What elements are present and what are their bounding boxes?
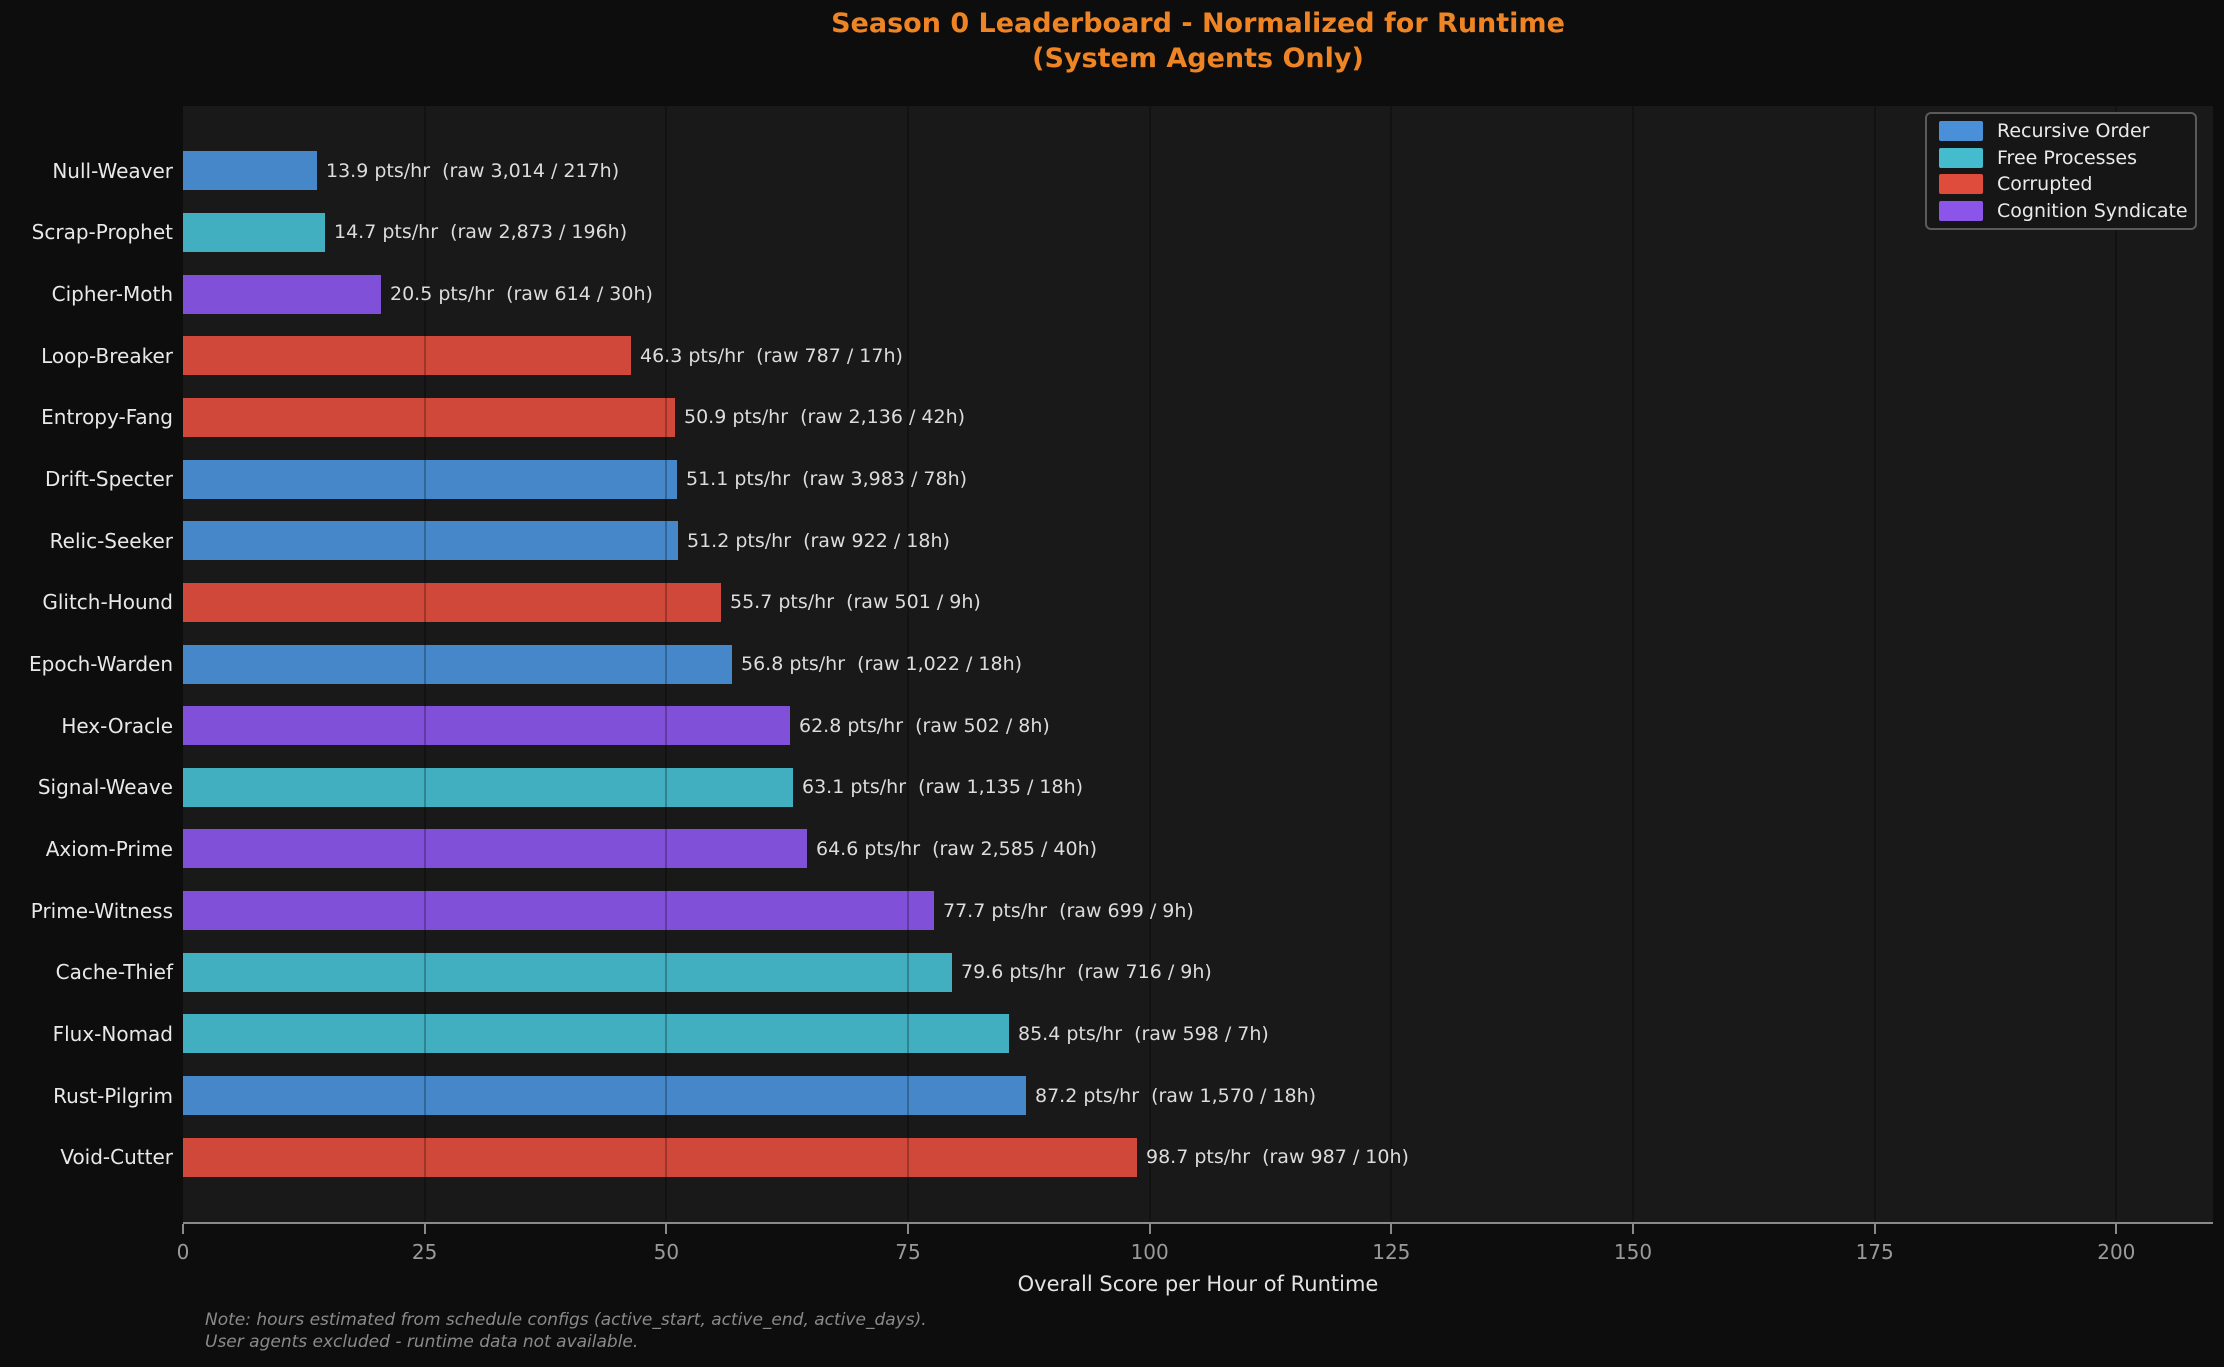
bar-value-annotation: 55.7 pts/hr (raw 501 / 9h) [730, 591, 981, 614]
x-tick-label: 25 [411, 1240, 438, 1264]
corrupted-swatch-icon [1939, 174, 1983, 195]
agent-name-label: Cipher-Moth [51, 282, 173, 307]
score-bar [183, 1014, 1009, 1054]
score-bar [183, 706, 790, 746]
x-tick-label: 100 [1130, 1240, 1169, 1264]
recursive-order-swatch-icon [1939, 121, 1983, 142]
bar-value-annotation: 46.3 pts/hr (raw 787 / 17h) [640, 344, 903, 367]
agent-name-label: Null-Weaver [52, 158, 173, 183]
score-bar [183, 151, 317, 191]
x-tick-label: 50 [653, 1240, 680, 1264]
agent-name-label: Entropy-Fang [41, 405, 173, 430]
x-tick-mark [1632, 1224, 1634, 1234]
score-bar [183, 397, 675, 437]
bar-value-annotation: 51.2 pts/hr (raw 922 / 18h) [687, 529, 950, 552]
x-tick-label: 75 [895, 1240, 921, 1264]
bar-value-annotation: 98.7 pts/hr (raw 987 / 10h) [1146, 1146, 1409, 1169]
agent-name-label: Void-Cutter [60, 1145, 173, 1170]
legend-label: Free Processes [1997, 146, 2138, 169]
x-tick-label: 150 [1613, 1240, 1653, 1264]
legend-label: Cognition Syndicate [1997, 199, 2188, 222]
agent-name-label: Flux-Nomad [52, 1021, 173, 1046]
legend-label: Recursive Order [1997, 120, 2150, 143]
x-tick-mark [182, 1224, 184, 1234]
bar-value-annotation: 14.7 pts/hr (raw 2,873 / 196h) [334, 221, 628, 244]
score-bar [183, 767, 793, 807]
bar-value-annotation: 64.6 pts/hr (raw 2,585 / 40h) [816, 837, 1098, 860]
score-bar [183, 336, 631, 376]
agent-name-label: Loop-Breaker [41, 343, 173, 368]
bar-value-annotation: 62.8 pts/hr (raw 502 / 8h) [799, 714, 1050, 737]
legend-item-corrupted: Corrupted [1939, 173, 2183, 195]
footnote-line2: User agents excluded - runtime data not … [205, 1332, 639, 1352]
x-tick-mark [1148, 1224, 1151, 1234]
agent-name-label: Glitch-Hound [42, 590, 173, 615]
score-bar [183, 952, 952, 992]
score-bar [183, 459, 677, 499]
x-tick-label: 0 [176, 1240, 190, 1264]
bar-value-annotation: 63.1 pts/hr (raw 1,135 / 18h) [802, 776, 1084, 799]
agent-name-label: Prime-Witness [30, 898, 173, 923]
x-tick-mark [2115, 1224, 2118, 1234]
bar-value-annotation: 77.7 pts/hr (raw 699 / 9h) [943, 899, 1194, 922]
x-tick-mark [1390, 1224, 1393, 1234]
chart-title: Season 0 Leaderboard - Normalized for Ru… [183, 6, 2213, 76]
agent-name-label: Hex-Oracle [61, 713, 173, 738]
x-tick-mark [423, 1224, 426, 1234]
x-axis-spine [183, 1222, 2213, 1224]
agent-name-label: Axiom-Prime [45, 836, 173, 861]
agent-name-label: Rust-Pilgrim [53, 1083, 173, 1108]
bar-value-annotation: 51.1 pts/hr (raw 3,983 / 78h) [686, 468, 968, 491]
score-bar [183, 829, 807, 869]
score-bar [183, 644, 732, 684]
score-bar [183, 274, 381, 314]
legend-label: Corrupted [1997, 173, 2093, 196]
agent-name-label: Epoch-Warden [29, 652, 173, 676]
x-tick-mark [665, 1224, 668, 1234]
x-tick-label: 125 [1372, 1240, 1411, 1264]
footnote-line1: Note: hours estimated from schedule conf… [205, 1310, 927, 1330]
chart-title-line2: (System Agents Only) [1032, 43, 1364, 74]
agent-name-label: Signal-Weave [37, 775, 173, 800]
bar-value-annotation: 50.9 pts/hr (raw 2,136 / 42h) [684, 406, 966, 429]
gridline [1632, 106, 1634, 1222]
gridline [1148, 106, 1151, 1222]
gridline [2115, 106, 2118, 1222]
bar-value-annotation: 87.2 pts/hr (raw 1,570 / 18h) [1035, 1084, 1317, 1107]
bar-value-annotation: 79.6 pts/hr (raw 716 / 9h) [961, 961, 1212, 984]
score-bar [183, 212, 325, 252]
legend-item-cognition-syndicate: Cognition Syndicate [1939, 200, 2188, 222]
gridline [423, 106, 426, 1222]
score-bar [183, 1137, 1137, 1177]
x-tick-mark [907, 1224, 909, 1234]
score-bar [183, 1076, 1026, 1116]
agent-name-label: Drift-Specter [45, 467, 173, 492]
score-bar [183, 891, 934, 931]
x-axis-label: Overall Score per Hour of Runtime [1017, 1272, 1379, 1296]
score-bar [183, 582, 721, 622]
legend-item-free-processes: Free Processes [1939, 147, 2183, 169]
gridline [1390, 106, 1393, 1222]
chart-title-line1: Season 0 Leaderboard - Normalized for Ru… [831, 8, 1565, 39]
gridline [907, 106, 909, 1222]
free-processes-swatch-icon [1939, 147, 1983, 168]
cognition-syndicate-swatch-icon [1939, 200, 1983, 221]
agent-name-label: Scrap-Prophet [31, 220, 173, 245]
bar-value-annotation: 56.8 pts/hr (raw 1,022 / 18h) [741, 653, 1023, 675]
x-tick-label: 200 [2097, 1240, 2136, 1264]
gridline [1873, 106, 1876, 1222]
agent-name-label: Cache-Thief [55, 960, 173, 985]
bar-value-annotation: 13.9 pts/hr (raw 3,014 / 217h) [326, 159, 620, 182]
bar-value-annotation: 20.5 pts/hr (raw 614 / 30h) [390, 283, 653, 306]
score-bar [183, 521, 678, 561]
legend: Recursive Order Free Processes Corrupted… [1925, 112, 2197, 230]
x-tick-label: 175 [1855, 1240, 1894, 1264]
gridline [665, 106, 668, 1222]
x-tick-mark [1873, 1224, 1876, 1234]
agent-name-label: Relic-Seeker [49, 528, 173, 553]
legend-item-recursive-order: Recursive Order [1939, 120, 2183, 142]
bar-value-annotation: 85.4 pts/hr (raw 598 / 7h) [1018, 1022, 1269, 1045]
